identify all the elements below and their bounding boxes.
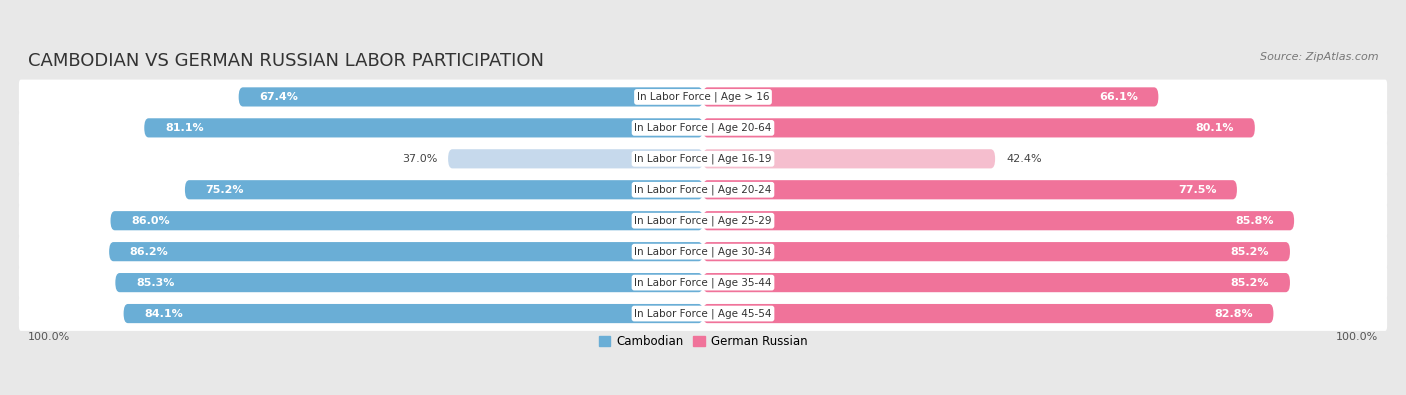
FancyBboxPatch shape [18, 111, 1388, 145]
FancyBboxPatch shape [18, 234, 1388, 269]
FancyBboxPatch shape [703, 242, 1289, 261]
FancyBboxPatch shape [111, 211, 703, 230]
FancyBboxPatch shape [703, 211, 1294, 230]
Text: 37.0%: 37.0% [402, 154, 437, 164]
FancyBboxPatch shape [703, 118, 1254, 137]
Text: In Labor Force | Age 45-54: In Labor Force | Age 45-54 [634, 308, 772, 319]
FancyBboxPatch shape [703, 87, 1159, 107]
Text: Source: ZipAtlas.com: Source: ZipAtlas.com [1260, 52, 1378, 62]
FancyBboxPatch shape [703, 304, 1274, 323]
Text: 85.2%: 85.2% [1230, 246, 1270, 257]
Legend: Cambodian, German Russian: Cambodian, German Russian [599, 335, 807, 348]
Text: 77.5%: 77.5% [1178, 185, 1216, 195]
Text: In Labor Force | Age 25-29: In Labor Force | Age 25-29 [634, 215, 772, 226]
Text: 100.0%: 100.0% [1336, 332, 1378, 342]
FancyBboxPatch shape [110, 242, 703, 261]
FancyBboxPatch shape [145, 118, 703, 137]
FancyBboxPatch shape [18, 203, 1388, 238]
FancyBboxPatch shape [18, 79, 1388, 114]
FancyBboxPatch shape [703, 273, 1289, 292]
Text: In Labor Force | Age > 16: In Labor Force | Age > 16 [637, 92, 769, 102]
Text: 67.4%: 67.4% [259, 92, 298, 102]
FancyBboxPatch shape [703, 149, 995, 168]
Text: 75.2%: 75.2% [205, 185, 245, 195]
FancyBboxPatch shape [18, 141, 1388, 176]
FancyBboxPatch shape [115, 273, 703, 292]
FancyBboxPatch shape [703, 180, 1237, 199]
Text: In Labor Force | Age 20-64: In Labor Force | Age 20-64 [634, 122, 772, 133]
Text: 85.8%: 85.8% [1234, 216, 1274, 226]
FancyBboxPatch shape [18, 173, 1388, 207]
Text: In Labor Force | Age 20-24: In Labor Force | Age 20-24 [634, 184, 772, 195]
Text: 66.1%: 66.1% [1099, 92, 1137, 102]
Text: In Labor Force | Age 35-44: In Labor Force | Age 35-44 [634, 277, 772, 288]
Text: 84.1%: 84.1% [145, 308, 183, 318]
Text: 42.4%: 42.4% [1007, 154, 1042, 164]
Text: 100.0%: 100.0% [28, 332, 70, 342]
Text: CAMBODIAN VS GERMAN RUSSIAN LABOR PARTICIPATION: CAMBODIAN VS GERMAN RUSSIAN LABOR PARTIC… [28, 52, 544, 70]
Text: 85.3%: 85.3% [136, 278, 174, 288]
Text: 81.1%: 81.1% [165, 123, 204, 133]
FancyBboxPatch shape [239, 87, 703, 107]
Text: 80.1%: 80.1% [1195, 123, 1234, 133]
Text: 86.0%: 86.0% [131, 216, 170, 226]
Text: 86.2%: 86.2% [129, 246, 169, 257]
FancyBboxPatch shape [18, 265, 1388, 300]
Text: 85.2%: 85.2% [1230, 278, 1270, 288]
FancyBboxPatch shape [124, 304, 703, 323]
FancyBboxPatch shape [18, 296, 1388, 331]
Text: In Labor Force | Age 16-19: In Labor Force | Age 16-19 [634, 154, 772, 164]
FancyBboxPatch shape [449, 149, 703, 168]
Text: 82.8%: 82.8% [1215, 308, 1253, 318]
Text: In Labor Force | Age 30-34: In Labor Force | Age 30-34 [634, 246, 772, 257]
FancyBboxPatch shape [186, 180, 703, 199]
